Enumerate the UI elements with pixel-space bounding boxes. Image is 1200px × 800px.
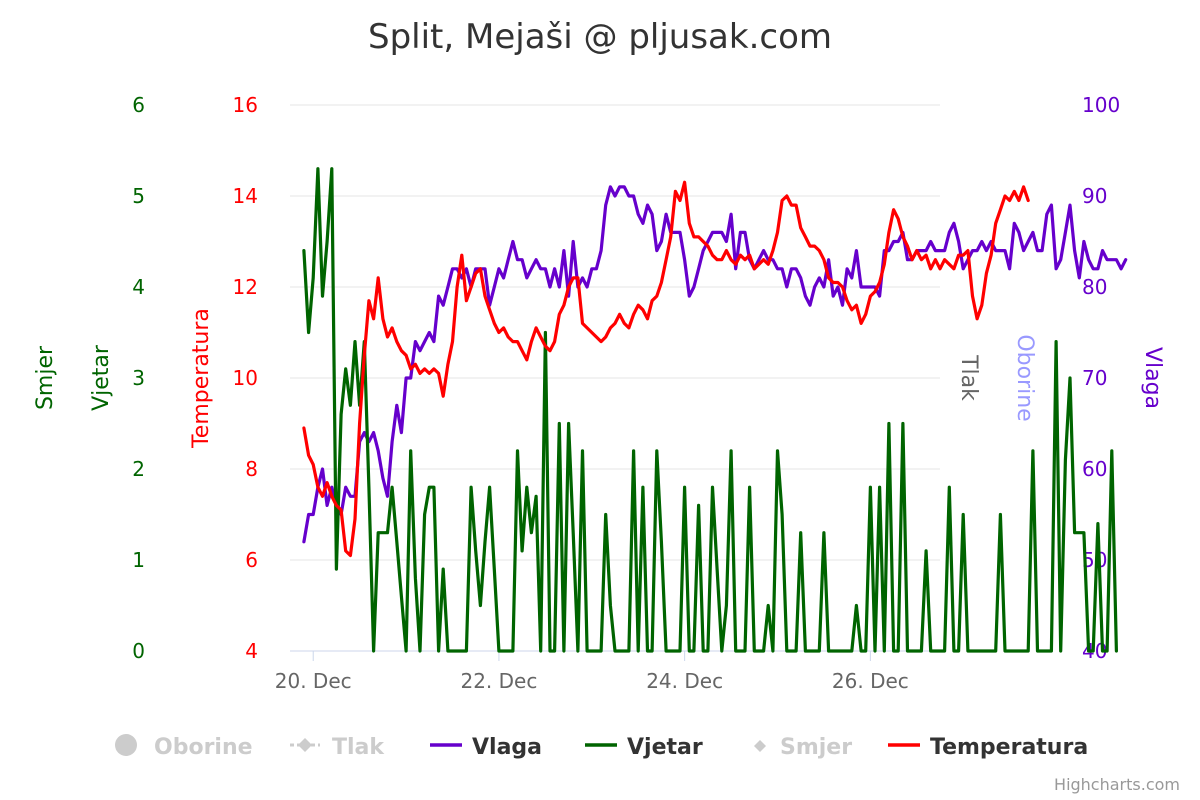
legend-item-vlaga[interactable]: Vlaga: [430, 735, 542, 760]
x-axis: 20. Dec 22. Dec 24. Dec 26. Dec: [275, 651, 909, 693]
tick-label-temperatura: 4: [245, 639, 258, 663]
tick-label-temperatura: 10: [233, 366, 258, 390]
tick-label-vlaga: 100: [1082, 93, 1120, 117]
tick-label-x: 20. Dec: [275, 669, 352, 693]
legend-label: Oborine: [154, 735, 253, 760]
tick-label-x: 26. Dec: [832, 669, 909, 693]
credits-link[interactable]: Highcharts.com: [1054, 775, 1180, 794]
legend-symbol: [754, 740, 766, 752]
legend-symbol: [298, 738, 312, 752]
legend: Oborine Tlak Vlaga Vjetar Smjer Temperatura: [115, 734, 1088, 760]
legend-item-smjer[interactable]: Smjer: [754, 735, 852, 760]
legend-item-tlak[interactable]: Tlak: [290, 735, 385, 760]
legend-label: Tlak: [332, 735, 385, 760]
series-line-vlaga[interactable]: [302, 185, 1128, 544]
legend-item-vjetar[interactable]: Vjetar: [585, 735, 703, 760]
tick-label-vlaga: 60: [1082, 457, 1107, 481]
tick-label-vlaga: 90: [1082, 184, 1107, 208]
legend-symbol: [115, 734, 137, 756]
legend-label: Vlaga: [472, 735, 542, 760]
series-line-vjetar[interactable]: [302, 167, 1119, 653]
legend-label: Smjer: [780, 735, 852, 760]
tick-label-vlaga: 70: [1082, 366, 1107, 390]
axis-title-vjetar: Vjetar: [89, 344, 114, 411]
tick-label-temperatura: 14: [233, 184, 258, 208]
tick-label-x: 24. Dec: [646, 669, 723, 693]
gridlines: [290, 104, 940, 652]
chart-title: Split, Mejaši @ pljusak.com: [368, 17, 832, 57]
tick-label-smjer: 6: [132, 93, 145, 117]
tick-label-smjer: 3: [132, 366, 145, 390]
tick-label-vlaga: 80: [1082, 275, 1107, 299]
tick-label-temperatura: 6: [245, 548, 258, 572]
tick-label-x: 22. Dec: [460, 669, 537, 693]
plot-series: [302, 167, 1128, 653]
tick-label-smjer: 1: [132, 548, 145, 572]
legend-label: Vjetar: [627, 735, 703, 760]
tick-label-temperatura: 8: [245, 457, 258, 481]
axis-title-smjer: Smjer: [33, 345, 58, 410]
legend-item-temperatura[interactable]: Temperatura: [888, 735, 1088, 760]
axis-title-vlaga: Vlaga: [1140, 347, 1165, 409]
axis-title-temperatura: Temperatura: [189, 308, 214, 449]
y-axis-temperatura: 4 6 8 10 12 14 16: [233, 93, 258, 663]
tick-label-temperatura: 12: [233, 275, 258, 299]
tick-label-smjer: 2: [132, 457, 145, 481]
y-axis-smjer: 0 1 2 3 4 5 6: [132, 93, 145, 663]
legend-item-oborine[interactable]: Oborine: [115, 734, 253, 760]
legend-label: Temperatura: [930, 735, 1088, 760]
tick-label-smjer: 4: [132, 275, 145, 299]
axis-title-tlak: Tlak: [956, 354, 981, 401]
tick-label-smjer: 5: [132, 184, 145, 208]
axis-title-oborine: Oborine: [1012, 334, 1037, 421]
series-line-temperatura[interactable]: [302, 180, 1030, 558]
tick-label-temperatura: 16: [233, 93, 258, 117]
tick-label-smjer: 0: [132, 639, 145, 663]
